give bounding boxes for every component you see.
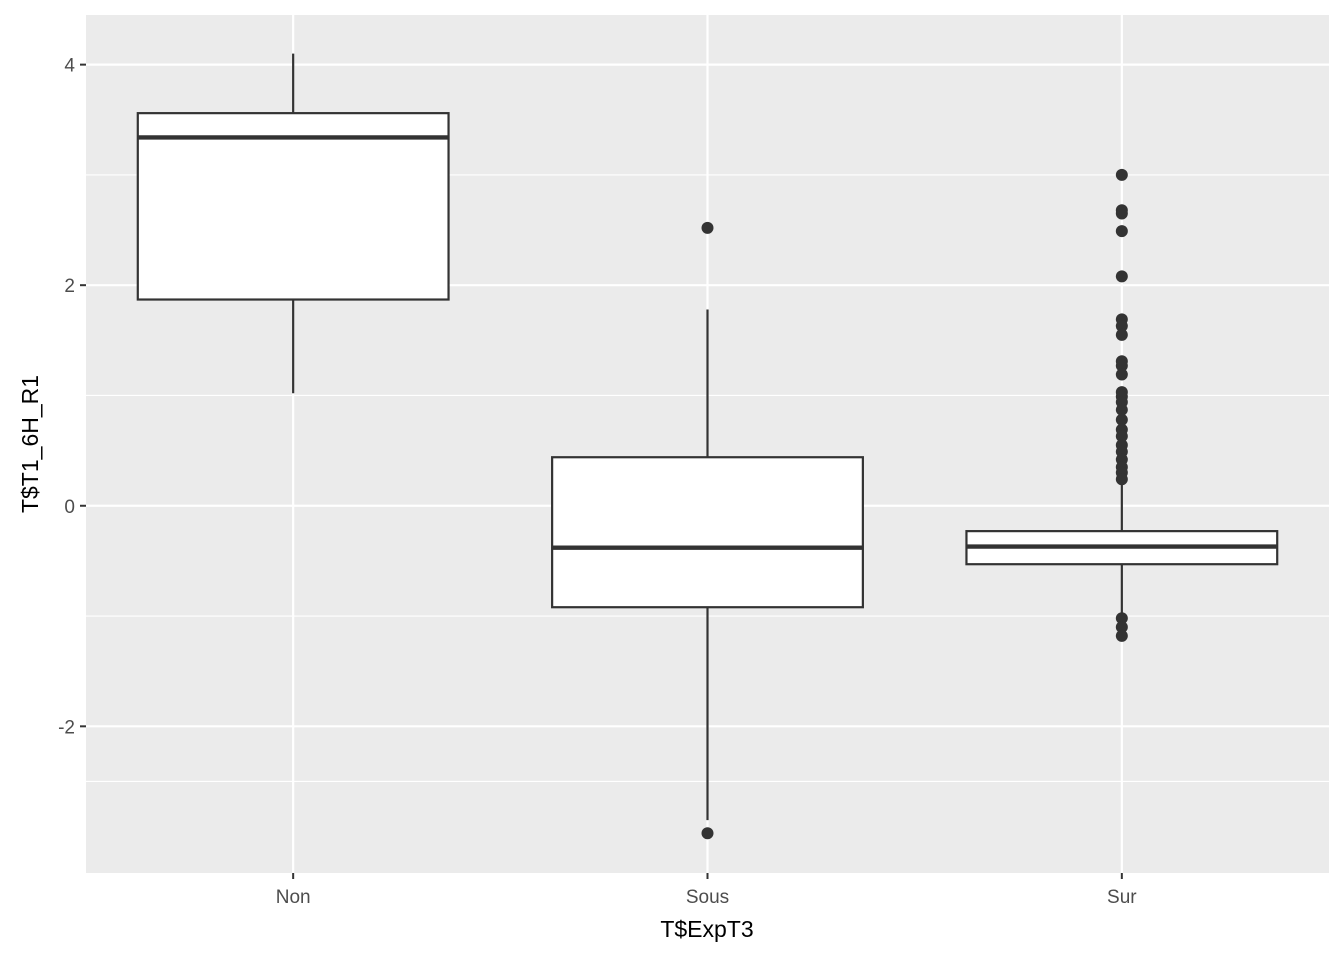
- boxes: [136, 53, 1279, 840]
- outlier-point: [1115, 413, 1128, 426]
- box-sous: [551, 221, 864, 840]
- outlier-point: [1115, 225, 1128, 238]
- outlier-point: [1115, 368, 1128, 381]
- outlier-point: [701, 221, 714, 234]
- y-tick-label: 2: [64, 276, 75, 297]
- x-axis-label: T$ExpT3: [660, 916, 753, 942]
- outlier-point: [1115, 629, 1128, 642]
- box-non: [136, 53, 450, 394]
- box-iqr: [551, 456, 864, 609]
- outlier-point: [1115, 270, 1128, 283]
- y-tick-label: 0: [64, 497, 75, 518]
- outlier-point: [1115, 473, 1128, 486]
- outlier-point: [1115, 612, 1128, 625]
- y-axis-label: T$T1_6H_R1: [17, 375, 43, 513]
- box-iqr: [136, 112, 450, 301]
- axes: -2 0 2 4 Non Sous Sur: [58, 56, 1137, 908]
- x-tick-label: Sous: [686, 887, 729, 908]
- box-sur: [965, 168, 1279, 642]
- y-tick-label: -2: [58, 717, 75, 738]
- outlier-point: [1115, 359, 1128, 372]
- x-tick-label: Sur: [1107, 887, 1137, 908]
- outlier-point: [1115, 168, 1128, 181]
- outlier-point: [1115, 430, 1128, 443]
- outlier-point: [1115, 621, 1128, 634]
- y-tick-label: 4: [64, 56, 75, 77]
- outlier-point: [701, 827, 714, 840]
- outlier-point: [1115, 319, 1128, 332]
- outlier-point: [1115, 328, 1128, 341]
- x-tick-label: Non: [276, 887, 311, 908]
- outlier-point: [1115, 403, 1128, 416]
- outlier-point: [1115, 207, 1128, 220]
